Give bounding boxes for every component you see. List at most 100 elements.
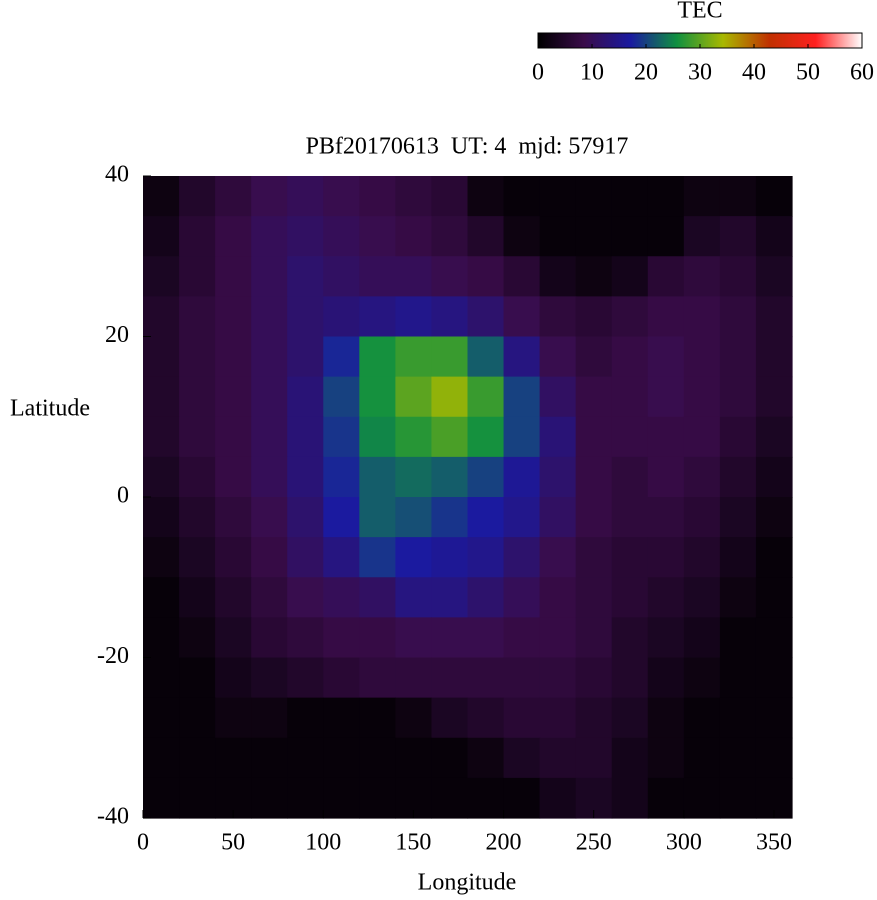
heatmap-cell: [683, 537, 721, 578]
heatmap-cell: [215, 537, 252, 578]
heatmap-cell: [395, 737, 433, 779]
heatmap-cell: [755, 737, 793, 779]
heatmap-cell: [539, 416, 577, 458]
heatmap-cell: [647, 577, 685, 618]
heatmap-cell: [431, 777, 469, 819]
heatmap-cell: [287, 176, 324, 217]
heatmap-cell: [179, 456, 216, 498]
heatmap-cell: [215, 416, 252, 458]
heatmap-cell: [575, 697, 613, 739]
heatmap-cell: [755, 336, 793, 378]
heatmap-cell: [251, 176, 288, 217]
heatmap-cell: [647, 456, 685, 498]
heatmap-cell: [359, 296, 396, 338]
heatmap-cell: [755, 657, 793, 699]
heatmap-cell: [215, 176, 252, 217]
heatmap-cell: [611, 176, 649, 217]
heatmap-cell: [683, 176, 721, 217]
heatmap-cell: [323, 537, 360, 578]
heatmap-cell: [647, 416, 685, 458]
heatmap-cell: [431, 176, 469, 217]
heatmap-cell: [395, 617, 433, 659]
y-tick-label: 0: [117, 483, 129, 509]
heatmap-cell: [359, 777, 396, 819]
heatmap-cell: [287, 416, 324, 458]
heatmap-cell: [215, 697, 252, 739]
heatmap-cell: [755, 697, 793, 739]
heatmap-cell: [143, 737, 180, 779]
heatmap-cell: [287, 577, 324, 618]
colorbar-label: TEC: [677, 0, 722, 24]
heatmap-cell: [359, 456, 396, 498]
heatmap-cell: [467, 376, 505, 418]
heatmap-cell: [395, 216, 433, 257]
heatmap-cell: [251, 537, 288, 578]
heatmap-cell: [575, 336, 613, 378]
heatmap-cell: [251, 777, 288, 819]
y-tick-label: -40: [97, 804, 129, 830]
heatmap-cell: [719, 777, 757, 819]
heatmap-cell: [359, 577, 396, 618]
heatmap-cell: [611, 416, 649, 458]
x-tick-label: 50: [221, 830, 245, 856]
heatmap-cell: [215, 737, 252, 779]
heatmap-cell: [503, 376, 541, 418]
heatmap-cell: [251, 216, 288, 257]
heatmap-cell: [359, 737, 396, 779]
heatmap-cell: [359, 617, 396, 659]
heatmap-cell: [323, 657, 360, 699]
heatmap-cell: [143, 657, 180, 699]
heatmap-cell: [467, 617, 505, 659]
heatmap-cell: [683, 777, 721, 819]
heatmap-cell: [755, 256, 793, 297]
heatmap-cell: [683, 376, 721, 418]
heatmap-cell: [755, 176, 793, 217]
y-axis-label: Latitude: [10, 396, 90, 422]
heatmap-cell: [431, 216, 469, 257]
heatmap-cell: [683, 657, 721, 699]
heatmap-cell: [467, 657, 505, 699]
heatmap-cell: [179, 256, 216, 297]
heatmap-cell: [323, 376, 360, 418]
heatmap-cell: [611, 216, 649, 257]
heatmap-cell: [323, 697, 360, 739]
heatmap-cell: [287, 617, 324, 659]
heatmap-cell: [251, 336, 288, 378]
x-tick-label: 250: [576, 830, 612, 856]
y-tick-label: 40: [105, 162, 129, 188]
heatmap-cell: [287, 216, 324, 257]
heatmap-cell: [755, 416, 793, 458]
heatmap-cell: [575, 216, 613, 257]
heatmap-cell: [503, 537, 541, 578]
heatmap-cell: [755, 577, 793, 618]
heatmap-cell: [251, 497, 288, 538]
heatmap-cell: [179, 657, 216, 699]
heatmap-cell: [539, 777, 577, 819]
heatmap-cell: [575, 296, 613, 338]
heatmap-cell: [431, 657, 469, 699]
heatmap-cell: [503, 456, 541, 498]
heatmap-cell: [719, 617, 757, 659]
heatmap-cell: [755, 296, 793, 338]
heatmap-cell: [575, 577, 613, 618]
heatmap-cell: [287, 376, 324, 418]
heatmap-cell: [611, 296, 649, 338]
colorbar-tick-label: 0: [532, 60, 544, 86]
heatmap-cell: [575, 617, 613, 659]
x-tick-label: 150: [395, 830, 431, 856]
heatmap-cell: [647, 216, 685, 257]
heatmap-cell: [467, 176, 505, 217]
heatmap-cell: [719, 176, 757, 217]
heatmap-cell: [215, 296, 252, 338]
heatmap-cell: [179, 376, 216, 418]
heatmap-cell: [287, 537, 324, 578]
heatmap-cell: [359, 336, 396, 378]
heatmap-cell: [683, 296, 721, 338]
heatmap-cell: [575, 376, 613, 418]
heatmap-cell: [251, 256, 288, 297]
heatmap-cell: [647, 737, 685, 779]
heatmap-cell: [323, 416, 360, 458]
heatmap-cell: [539, 176, 577, 217]
heatmap-cell: [647, 376, 685, 418]
